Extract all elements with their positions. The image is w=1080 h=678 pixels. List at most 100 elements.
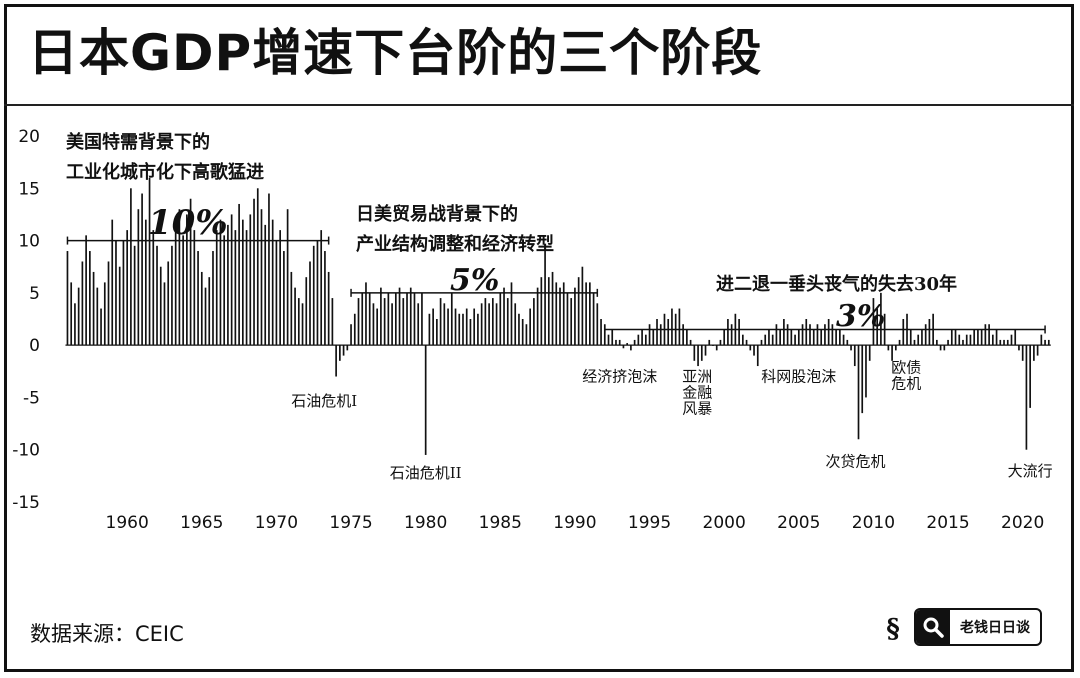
bar <box>212 251 214 346</box>
bar <box>589 282 591 346</box>
bar <box>159 266 162 346</box>
bar <box>790 329 793 346</box>
bar <box>962 339 964 346</box>
bar <box>775 324 778 346</box>
bar <box>275 240 278 346</box>
bar <box>678 308 681 346</box>
bar <box>219 219 222 346</box>
bar <box>1047 339 1050 346</box>
bar <box>700 345 703 361</box>
bar <box>812 329 815 346</box>
x-tick-label: 1970 <box>255 513 298 533</box>
bar <box>611 329 614 346</box>
bar <box>977 329 979 346</box>
bar <box>103 282 106 346</box>
bar <box>383 298 386 346</box>
bar <box>286 209 289 346</box>
event-label: 金融 <box>682 384 712 402</box>
bar <box>376 308 379 346</box>
bar <box>574 287 576 346</box>
bar <box>730 324 733 346</box>
bar <box>74 303 76 346</box>
bar <box>264 224 267 346</box>
bar <box>144 219 147 346</box>
bar <box>686 329 688 346</box>
y-axis-ticks: 20 15 10 5 0 -5 -10 -15 <box>12 127 40 513</box>
bar <box>141 193 143 346</box>
bar <box>368 292 371 346</box>
page-title: 日本GDP增速下台阶的三个阶段 <box>28 24 763 82</box>
bar <box>324 251 326 346</box>
bar <box>1018 345 1020 351</box>
data-source: 数据来源：CEIC <box>30 622 184 646</box>
event-label: 经济挤泡沫 <box>582 368 657 386</box>
bar <box>1029 345 1031 408</box>
bar <box>234 230 237 346</box>
bar <box>100 308 102 346</box>
seal-logo-icon: § <box>886 614 900 644</box>
x-tick-label: 1960 <box>106 513 149 533</box>
bar <box>596 303 599 346</box>
bar <box>372 303 375 346</box>
phase-average-label: 10% <box>148 203 228 243</box>
x-tick-label: 2005 <box>777 513 820 533</box>
bar <box>353 313 356 346</box>
y-tick-label: 15 <box>18 179 40 199</box>
bar <box>450 292 453 346</box>
bar <box>256 188 259 346</box>
bar <box>454 308 457 346</box>
bar <box>447 308 449 346</box>
bar <box>178 209 181 346</box>
bar <box>361 292 364 346</box>
y-tick-label: 5 <box>29 284 40 304</box>
bar <box>85 235 87 346</box>
bar <box>682 324 684 346</box>
bar <box>320 230 323 346</box>
bar <box>189 198 192 346</box>
bar <box>436 319 438 346</box>
bar <box>562 282 565 346</box>
bar <box>615 339 617 346</box>
y-tick-label: -5 <box>23 388 40 408</box>
bar <box>312 245 315 346</box>
bar <box>741 334 744 346</box>
x-tick-label: 2015 <box>926 513 969 533</box>
bar <box>902 319 905 346</box>
bar <box>958 334 961 346</box>
bar <box>876 308 879 346</box>
y-tick-label: 10 <box>18 232 40 252</box>
bar <box>230 214 233 346</box>
bar <box>1010 334 1013 346</box>
bar <box>503 287 505 346</box>
bar <box>667 319 670 346</box>
bar <box>417 303 420 346</box>
bar <box>350 324 352 346</box>
bar <box>547 277 550 346</box>
bar <box>786 324 789 346</box>
title-divider <box>4 104 1074 106</box>
phase-average-label: 3% <box>836 299 885 334</box>
bar <box>506 298 509 346</box>
event-label: 亚洲 <box>682 368 712 386</box>
x-tick-label: 1965 <box>180 513 223 533</box>
bar <box>954 329 957 346</box>
bar <box>268 193 270 346</box>
y-tick-label: -10 <box>12 441 40 461</box>
bar <box>827 319 830 346</box>
bar <box>984 324 987 346</box>
bars <box>65 177 1051 455</box>
bar <box>697 345 699 367</box>
bar <box>764 334 767 346</box>
bar <box>947 339 949 346</box>
bar <box>89 251 91 346</box>
bar <box>805 319 808 346</box>
bar <box>70 282 73 346</box>
bar <box>865 345 867 398</box>
bar <box>745 339 748 346</box>
bar <box>465 308 468 346</box>
bar <box>715 345 718 351</box>
bar <box>428 313 431 346</box>
bar <box>391 303 393 346</box>
bar <box>988 324 990 346</box>
